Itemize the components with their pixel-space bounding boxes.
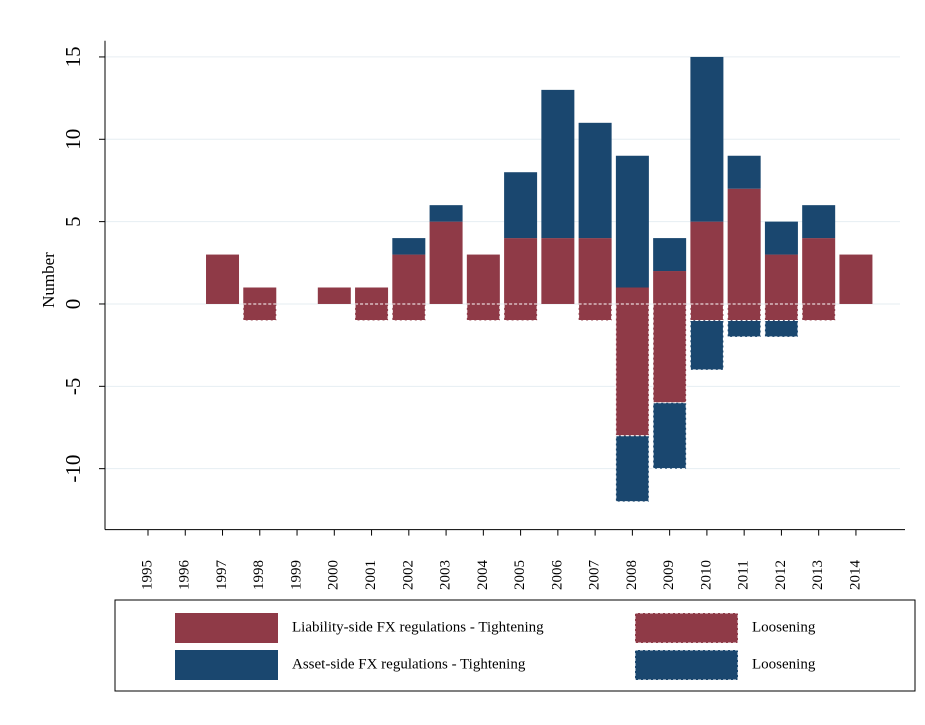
- bar: [243, 287, 277, 304]
- y-tick-label: -5: [61, 378, 85, 396]
- legend-box: [114, 599, 916, 692]
- bar: [764, 221, 798, 255]
- bar: [653, 238, 687, 272]
- y-tick-label: 5: [61, 216, 85, 227]
- y-tick-label: 0: [61, 299, 85, 310]
- legend-swatch: [175, 613, 278, 643]
- bar: [727, 155, 761, 189]
- legend-label: Liability-side FX regulations - Tighteni…: [292, 619, 544, 635]
- x-tick-label: 2011: [736, 560, 752, 589]
- bar: [689, 303, 724, 321]
- bar: [541, 238, 575, 304]
- x-tick-label: 2013: [810, 560, 826, 590]
- bar: [392, 254, 426, 304]
- bar: [429, 221, 463, 304]
- bar: [466, 303, 501, 321]
- bar: [653, 271, 687, 304]
- bar: [354, 303, 389, 321]
- bar: [652, 303, 687, 404]
- x-tick-label: 1995: [139, 560, 155, 590]
- x-tick-label: 2012: [773, 560, 789, 590]
- x-tick-label: 2003: [438, 560, 454, 590]
- bar: [504, 238, 538, 304]
- bar: [541, 89, 575, 239]
- x-tick-label: 1997: [214, 560, 230, 591]
- bar: [504, 172, 538, 239]
- bar: [578, 122, 612, 239]
- legend-swatch: [634, 612, 739, 644]
- x-tick-label: 1998: [251, 560, 267, 590]
- x-tick-label: 2001: [363, 560, 379, 590]
- bar: [690, 56, 724, 222]
- bar: [615, 435, 650, 503]
- bar: [615, 303, 650, 437]
- bar: [466, 254, 500, 304]
- bar: [727, 319, 762, 338]
- x-tick-label: 2010: [698, 560, 714, 590]
- bar: [727, 303, 762, 321]
- y-tick-label: -10: [61, 455, 85, 483]
- bar: [801, 303, 836, 321]
- bar: [690, 221, 724, 304]
- legend-label: Asset-side FX regulations - Tightening: [292, 656, 526, 672]
- bar: [317, 287, 351, 304]
- bar: [615, 287, 649, 304]
- x-tick-label: 2000: [326, 560, 342, 590]
- bar: [802, 238, 836, 304]
- bar: [802, 205, 836, 239]
- bar: [391, 303, 426, 321]
- bar: [355, 287, 389, 304]
- x-tick-label: 2005: [512, 560, 528, 590]
- x-tick-label: 2014: [847, 560, 863, 591]
- y-axis-label: Number: [39, 252, 58, 308]
- x-tick-label: 2008: [624, 560, 640, 590]
- x-tick-label: 2007: [587, 560, 603, 591]
- legend-label: Loosening: [752, 619, 816, 635]
- legend-swatch: [634, 649, 739, 681]
- x-tick-label: 2002: [400, 560, 416, 590]
- bar: [689, 319, 724, 371]
- x-tick-label: 2006: [549, 560, 565, 591]
- legend-swatch: [175, 650, 278, 680]
- x-tick-label: 1999: [288, 560, 304, 590]
- bar: [392, 238, 426, 255]
- y-tick-label: 15: [61, 46, 85, 67]
- x-tick-label: 2004: [475, 560, 491, 591]
- bar: [727, 188, 761, 304]
- bar: [615, 155, 649, 288]
- y-tick-label: 10: [61, 129, 85, 150]
- bar: [578, 238, 612, 304]
- bar: [503, 303, 538, 321]
- bar: [429, 205, 463, 222]
- bar: [578, 303, 613, 321]
- bar: [242, 303, 277, 321]
- x-tick-label: 2009: [661, 560, 677, 590]
- bar: [206, 254, 240, 304]
- bar: [652, 402, 687, 470]
- bar: [839, 254, 873, 304]
- bar: [764, 319, 799, 338]
- x-tick-label: 1996: [177, 560, 193, 591]
- bar: [764, 254, 798, 304]
- bar: [764, 303, 799, 321]
- legend-label: Loosening: [752, 656, 816, 672]
